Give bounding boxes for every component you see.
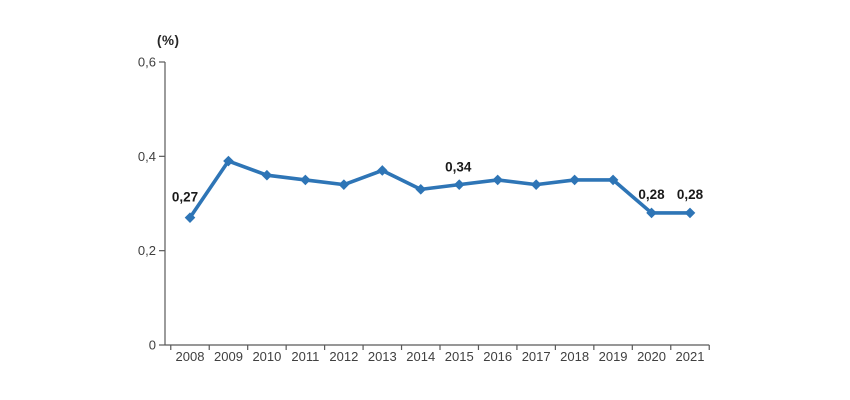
x-axis-label-2012: 2012 <box>329 349 358 364</box>
data-point-2019 <box>607 174 619 186</box>
y-axis-unit-label: (%) <box>157 33 180 48</box>
data-point-2018 <box>569 174 580 186</box>
x-axis-label-2008: 2008 <box>176 349 205 364</box>
data-point-2008 <box>184 212 196 223</box>
data-point-2013 <box>377 165 388 176</box>
data-label-2020: 0,28 <box>638 187 665 202</box>
x-axis-label-2020: 2020 <box>637 349 666 364</box>
y-tick-label: 0,6 <box>138 55 156 70</box>
x-axis-label-2017: 2017 <box>522 349 551 364</box>
data-point-2011 <box>300 174 311 186</box>
x-axis-label-2010: 2010 <box>252 349 281 364</box>
x-axis-label-2015: 2015 <box>445 349 474 364</box>
data-label-2008: 0,27 <box>172 190 198 205</box>
x-axis-label-2011: 2011 <box>291 349 319 364</box>
data-point-2009 <box>223 155 234 167</box>
data-point-2015 <box>453 179 465 190</box>
series-line <box>188 159 692 220</box>
data-point-2010 <box>261 169 273 181</box>
x-axis-label-2014: 2014 <box>406 349 435 364</box>
data-point-2020 <box>646 207 657 219</box>
data-point-2021 <box>684 207 696 219</box>
y-tick-label: 0 <box>149 338 156 353</box>
x-axis-label-2009: 2009 <box>214 349 243 364</box>
x-axis-label-2016: 2016 <box>483 349 512 364</box>
x-axis-label-2019: 2019 <box>599 349 628 364</box>
data-point-2017 <box>530 179 542 190</box>
y-tick-label: 0,2 <box>138 243 156 258</box>
data-label-2015: 0,34 <box>445 160 472 175</box>
data-point-2012 <box>338 179 350 190</box>
y-tick-label: 0,4 <box>138 149 156 164</box>
data-label-2021: 0,28 <box>677 187 704 202</box>
data-point-2016 <box>492 174 503 186</box>
x-axis-label-2021: 2021 <box>676 349 705 364</box>
x-axis-label-2013: 2013 <box>368 349 397 364</box>
data-point-2014 <box>415 184 427 195</box>
x-axis-label-2018: 2018 <box>560 349 589 364</box>
